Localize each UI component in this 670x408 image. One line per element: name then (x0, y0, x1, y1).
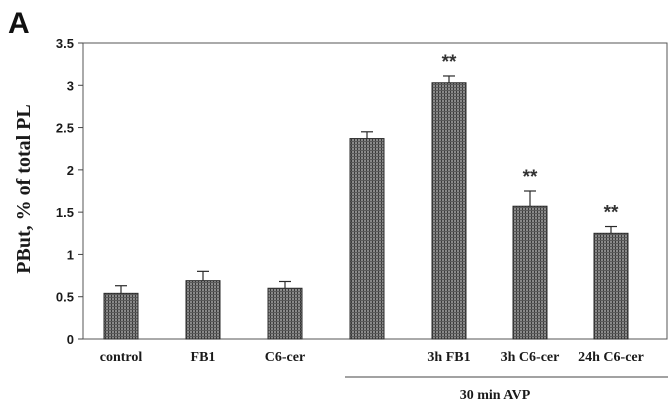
y-tick-label: 1.5 (56, 205, 74, 220)
x-tick-label: 3h FB1 (427, 350, 470, 365)
x-tick-label: 3h C6-cer (501, 350, 560, 365)
y-tick-label: 1 (67, 247, 74, 262)
y-axis: 0 0.5 1 1.5 2 2.5 3 3.5 (56, 36, 83, 347)
significance-marker: ** (604, 203, 619, 224)
x-tick-label: 24h C6-cer (578, 350, 644, 365)
bar (103, 292, 139, 340)
x-tick-label: FB1 (191, 350, 216, 365)
group-label: 30 min AVP (460, 388, 531, 403)
significance-marker: ** (442, 52, 457, 73)
y-tick-label: 0.5 (56, 290, 74, 305)
y-tick-label: 0 (67, 332, 74, 347)
bar (593, 232, 629, 340)
bar (349, 138, 385, 340)
bar (431, 82, 467, 340)
y-tick-label: 3 (67, 78, 74, 93)
significance-marker: ** (523, 167, 538, 188)
bar (267, 287, 303, 340)
bars: ** ** ** (103, 52, 629, 340)
y-axis-label: PBut, % of total PL (13, 104, 35, 273)
group-bracket: 30 min AVP (345, 376, 668, 403)
x-axis-labels: control FB1 C6-cer 3h FB1 3h C6-cer 24h C6-ce… (100, 350, 644, 365)
x-tick-label: control (100, 350, 143, 365)
bar (185, 280, 221, 340)
y-tick-label: 2 (67, 163, 74, 178)
y-tick-label: 3.5 (56, 36, 74, 51)
y-tick-label: 2.5 (56, 121, 74, 136)
panel-label: A (8, 7, 30, 40)
x-tick-label: C6-cer (265, 350, 305, 365)
bar (512, 205, 548, 340)
